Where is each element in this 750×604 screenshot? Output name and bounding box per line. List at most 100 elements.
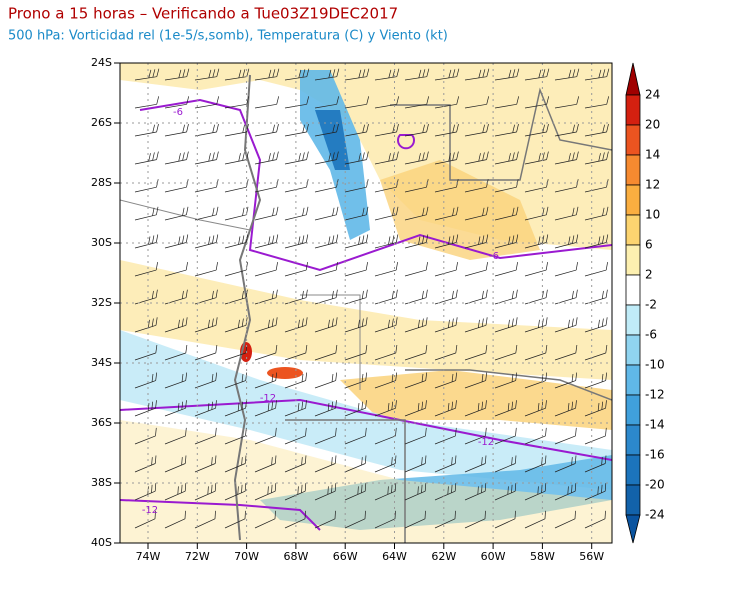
colorbar-swatch [625, 184, 641, 216]
wind-barb [434, 400, 457, 417]
wind-barb [314, 151, 339, 165]
wind-barb [164, 206, 189, 221]
wind-barb [224, 68, 250, 81]
colorbar-label: -2 [645, 298, 657, 312]
wind-barb [344, 510, 366, 529]
wind-barb [374, 455, 397, 473]
lat-label: 30S [91, 236, 112, 249]
lat-label: 34S [91, 356, 112, 369]
wind-barb [134, 510, 156, 529]
wind-barb [194, 123, 219, 137]
wind-barb [434, 234, 459, 249]
wind-barb [554, 151, 579, 165]
wind-barb [554, 427, 577, 445]
wind-barb [404, 455, 427, 473]
wind-barb [524, 317, 548, 333]
wind-barb [374, 510, 396, 529]
colorbar-label: -20 [645, 478, 665, 492]
wind-barb [194, 234, 219, 249]
colorbar-label: -24 [645, 508, 665, 522]
lat-label: 38S [91, 476, 112, 489]
contour-label: -6 [489, 251, 499, 262]
lon-label: 74W [136, 550, 161, 563]
wind-barb [224, 510, 246, 529]
wind-barb [254, 427, 277, 445]
wind-barb [434, 344, 458, 361]
wind-barb [494, 123, 519, 137]
colorbar-swatch [625, 454, 641, 486]
wind-barb [554, 123, 579, 137]
wind-barb [284, 206, 309, 221]
wind-barb [434, 68, 460, 81]
wind-barb [194, 483, 217, 501]
wind-barb [254, 344, 278, 361]
wind-barb [164, 123, 189, 137]
colorbar-label: -14 [645, 418, 665, 432]
wind-barb [464, 400, 487, 417]
wind-barb [134, 427, 157, 445]
wind-barb [314, 234, 339, 249]
colorbar-label: 14 [645, 148, 660, 162]
wind-barb [404, 262, 428, 277]
wind-barb [464, 510, 486, 529]
wind-barb [344, 262, 368, 277]
wind-barb [584, 234, 609, 249]
colorbar-label: -10 [645, 358, 665, 372]
wind-barb [404, 234, 429, 249]
colorbar-label: 10 [645, 208, 660, 222]
colorbar-swatch [625, 214, 641, 246]
wind-barb [524, 510, 546, 529]
wind-barb [344, 123, 369, 137]
lon-label: 66W [333, 550, 358, 563]
wind-barb [374, 206, 399, 221]
wind-barb [434, 123, 459, 137]
wind-barb [284, 400, 307, 417]
wind-barb [374, 68, 400, 81]
wind-barb [314, 483, 337, 501]
lat-label: 24S [91, 56, 112, 69]
wind-barb [554, 262, 578, 277]
wind-barb [254, 96, 280, 109]
wind-barb [404, 151, 429, 165]
wind-barb [434, 455, 457, 473]
wind-barb [284, 510, 306, 529]
wind-barb [554, 96, 580, 109]
colorbar-label: 12 [645, 178, 660, 192]
wind-barb [494, 262, 518, 277]
wind-barb [134, 344, 158, 361]
wind-barb [584, 96, 610, 109]
wind-barb [374, 400, 397, 417]
wind-barb [224, 96, 250, 109]
wind-barb [374, 234, 399, 249]
wind-barb [344, 206, 369, 221]
wind-barb [584, 123, 609, 137]
map-field [120, 63, 612, 543]
contour-label: -6 [173, 107, 183, 118]
wind-barb [344, 344, 368, 361]
wind-barb [494, 510, 516, 529]
wind-barb [554, 510, 576, 529]
wind-barb [374, 483, 397, 501]
wind-barb [464, 344, 488, 361]
wind-barb [404, 344, 428, 361]
wind-barb [194, 317, 218, 333]
wind-barb [584, 400, 607, 417]
wind-barb [314, 455, 337, 473]
wind-barb [464, 123, 489, 137]
wind-barb [524, 455, 547, 473]
wind-barb [554, 206, 579, 221]
wind-barb [404, 427, 427, 445]
colorbar-swatch [625, 424, 641, 456]
wind-barb [164, 400, 187, 417]
wind-barb [164, 68, 190, 81]
wind-barb [314, 400, 337, 417]
wind-barb [464, 372, 488, 389]
colorbar-label: -16 [645, 448, 665, 462]
wind-barb [374, 372, 398, 389]
wind-barb [464, 455, 487, 473]
wind-barb [584, 427, 607, 445]
wind-barb [194, 455, 217, 473]
wind-barb [404, 317, 428, 333]
wind-barb [524, 234, 549, 249]
lon-label: 58W [530, 550, 555, 563]
